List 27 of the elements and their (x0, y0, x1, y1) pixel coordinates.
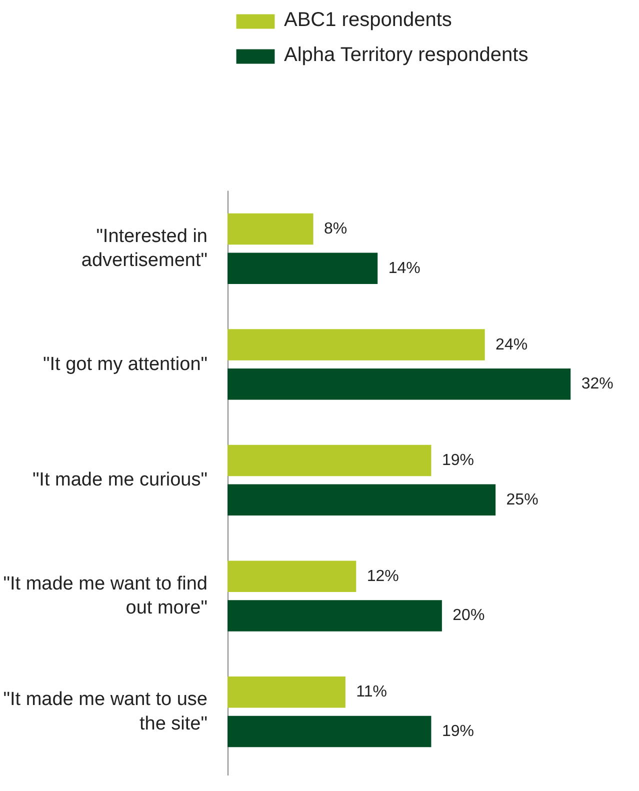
data-label: 25% (506, 491, 538, 508)
bar (228, 676, 346, 708)
data-label: 14% (388, 260, 420, 277)
bar (228, 444, 432, 476)
bar (228, 600, 442, 632)
legend-label: Alpha Territory respondents (284, 44, 528, 67)
y-tick-label: "It made me want to use the site" (3, 689, 208, 734)
legend-label: ABC1 respondents (284, 9, 452, 32)
y-tick-label: "Interested in advertisement" (81, 226, 208, 272)
bar (228, 484, 496, 516)
bar (228, 716, 432, 748)
bar (228, 252, 378, 284)
bar (228, 560, 356, 592)
data-label: 32% (581, 376, 614, 393)
bar (228, 213, 314, 245)
bar (228, 329, 485, 360)
data-label: 12% (366, 568, 399, 585)
y-tick-label: "It made me want to find out more" (3, 573, 208, 619)
data-label: 8% (324, 220, 348, 238)
y-tick-label: "It made me curious" (32, 470, 208, 491)
data-label: 11% (356, 684, 388, 701)
data-label: 24% (496, 336, 528, 354)
data-label: 19% (442, 452, 474, 470)
y-tick-label: "It got my attention" (42, 354, 208, 375)
data-label: 19% (442, 723, 474, 740)
bar (228, 368, 571, 400)
data-label: 20% (452, 607, 485, 624)
